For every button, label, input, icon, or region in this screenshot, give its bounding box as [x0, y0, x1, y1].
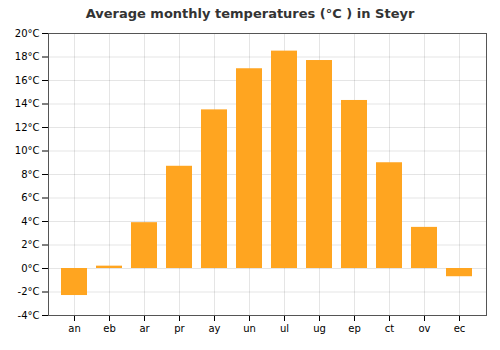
- svg-text:ar: ar: [139, 323, 150, 334]
- svg-text:12°C: 12°C: [15, 122, 40, 133]
- svg-text:ec: ec: [454, 323, 466, 334]
- html-text:Average monthly temperatures (: Average monthly temperatures (°C ) in St…: [85, 6, 415, 21]
- svg-text:8°C: 8°C: [21, 169, 39, 180]
- svg-text:0°C: 0°C: [21, 263, 39, 274]
- svg-text:4°C: 4°C: [21, 216, 39, 227]
- svg-text:ov: ov: [418, 323, 430, 334]
- svg-text:16°C: 16°C: [15, 75, 40, 86]
- svg-text:ct: ct: [385, 323, 394, 334]
- svg-text:eb: eb: [103, 323, 116, 334]
- svg-text:14°C: 14°C: [15, 98, 40, 109]
- svg-text:ay: ay: [208, 323, 220, 334]
- svg-text:ul: ul: [280, 323, 289, 334]
- svg-text:pr: pr: [174, 323, 185, 334]
- svg-text:18°C: 18°C: [15, 51, 40, 62]
- svg-text:ug: ug: [313, 323, 326, 334]
- svg-text:-4°C: -4°C: [18, 310, 40, 321]
- svg-text:an: an: [68, 323, 80, 334]
- svg-text:-2°C: -2°C: [18, 286, 40, 297]
- svg-text:6°C: 6°C: [21, 192, 39, 203]
- svg-text:un: un: [243, 323, 256, 334]
- svg-text:ep: ep: [348, 323, 361, 334]
- svg-text:20°C: 20°C: [15, 28, 40, 39]
- svg-text:10°C: 10°C: [15, 145, 40, 156]
- svg-text:2°C: 2°C: [21, 239, 39, 250]
